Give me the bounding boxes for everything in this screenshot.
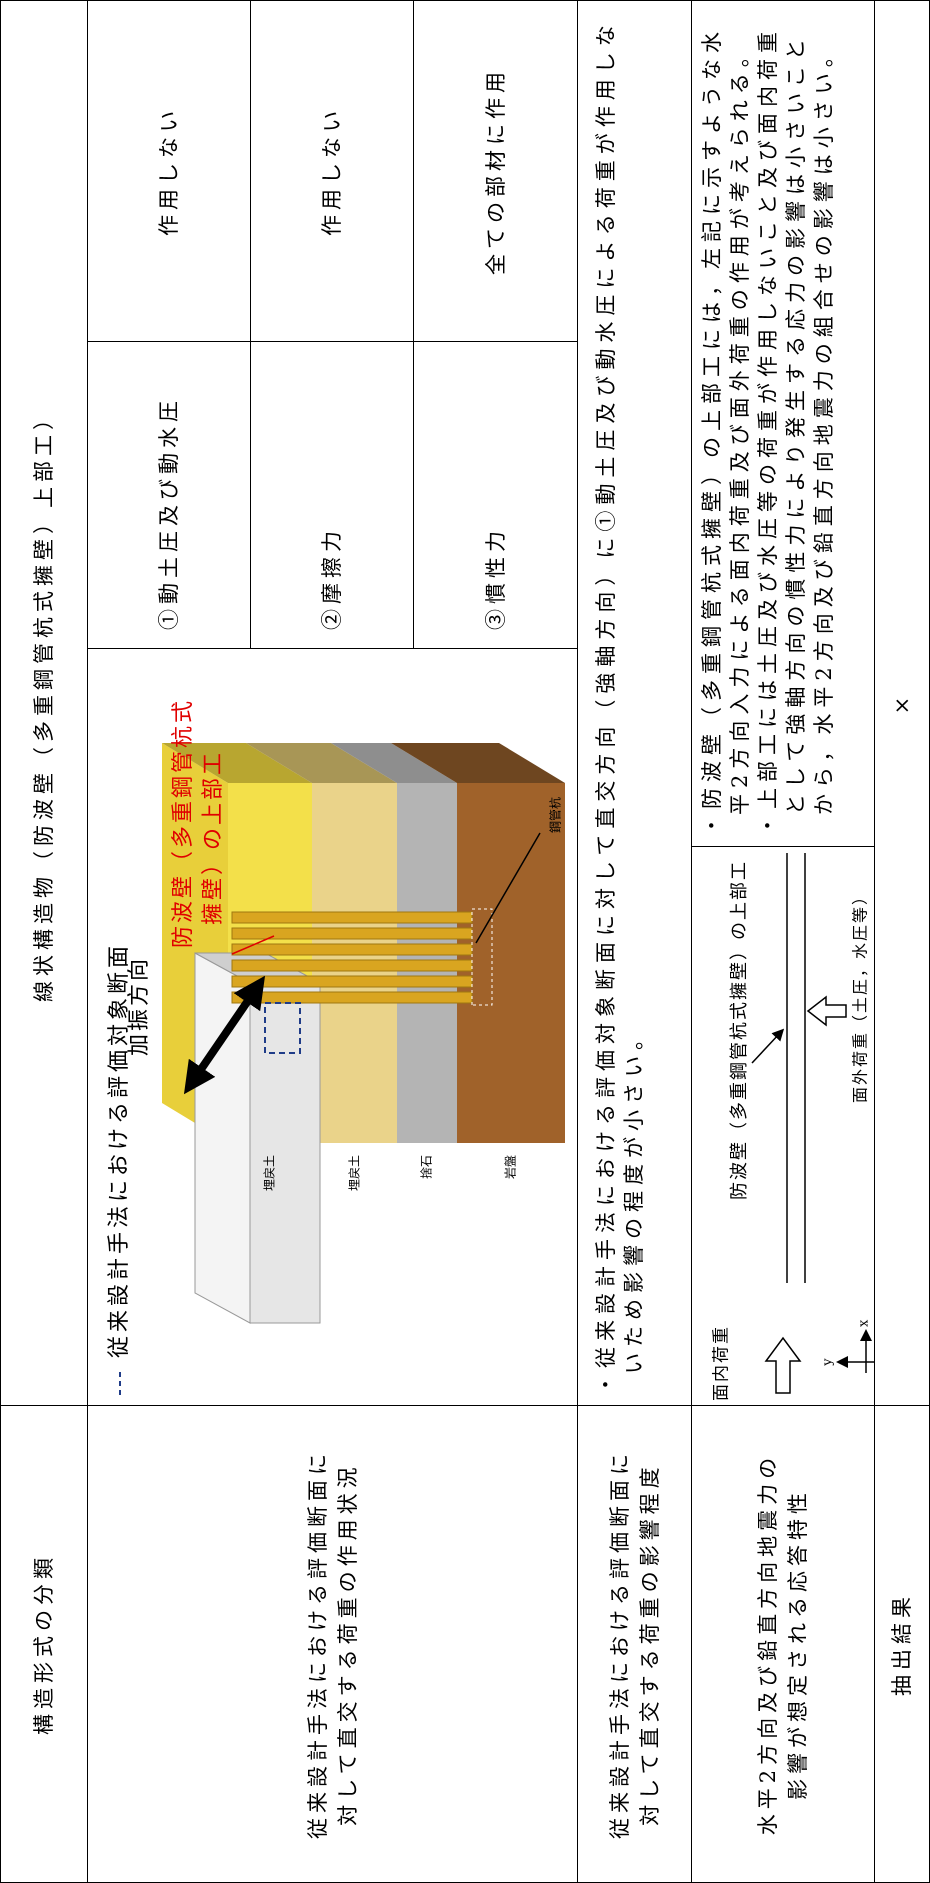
layer-label: 岩盤 xyxy=(503,1155,518,1179)
diagram-target: 防波壁（多重鋼管杭式擁壁）の上部工 xyxy=(729,860,750,1200)
out-of-plane-arrow xyxy=(806,995,847,1027)
pile-tips xyxy=(471,908,493,1006)
legend-text: 従来設計手法における評価対象断面 xyxy=(107,942,132,1358)
direction-label: 加振方向 xyxy=(127,956,152,1056)
pile xyxy=(231,927,473,940)
y-label: y xyxy=(821,1358,836,1367)
shake-arrow xyxy=(183,975,266,1095)
layer-label: 捨石 xyxy=(419,1155,434,1179)
in-plane-arrow xyxy=(764,1336,802,1394)
layer-side xyxy=(162,743,312,783)
layer-label: 埋戻土 xyxy=(348,1155,362,1191)
in-plane-label: 面内荷重 xyxy=(712,1325,732,1401)
target-arrow xyxy=(751,1028,785,1064)
pile xyxy=(231,975,473,988)
pile-pointer xyxy=(475,832,541,944)
wall-front xyxy=(249,982,321,1324)
out-of-plane-label: 面外荷重（土圧，水圧等） xyxy=(851,887,870,1103)
layer-side xyxy=(246,743,397,783)
x-label: x xyxy=(857,1319,872,1327)
pile xyxy=(231,911,473,924)
layer xyxy=(457,783,565,1143)
target-label: 擁壁）の上部工 xyxy=(201,750,226,925)
layer-side xyxy=(331,743,457,783)
pile xyxy=(231,959,473,972)
layer-label: 埋戻土 xyxy=(263,1155,277,1191)
layer-side xyxy=(391,743,565,783)
pile xyxy=(231,991,473,1004)
pile xyxy=(231,943,473,956)
pile-label: 鋼管杭 xyxy=(548,797,563,833)
target-label: 防波壁（多重鋼管杭式 xyxy=(171,698,196,948)
target-pointer xyxy=(231,935,275,955)
